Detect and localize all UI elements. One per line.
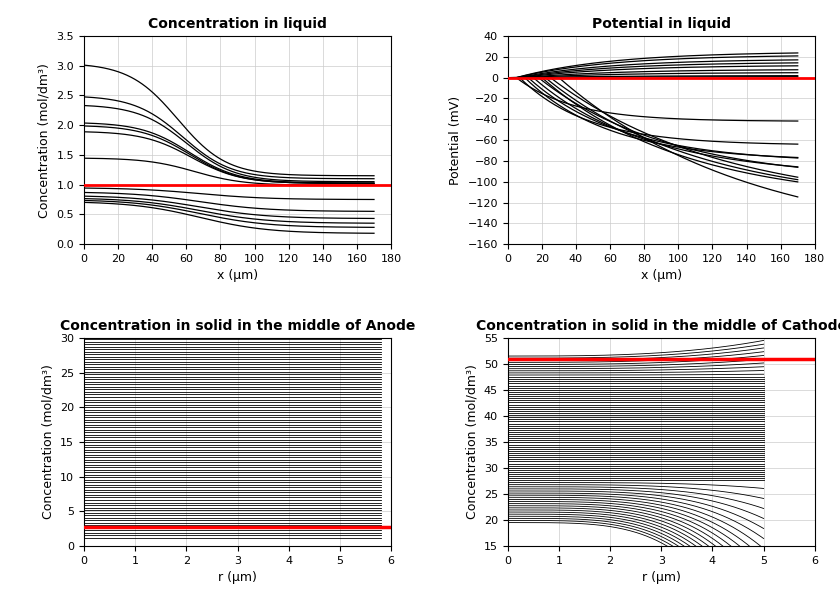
Y-axis label: Potential (mV): Potential (mV) [449,95,462,185]
Y-axis label: Concentration (mol/dm³): Concentration (mol/dm³) [42,364,55,520]
Title: Concentration in liquid: Concentration in liquid [148,17,327,31]
Title: Potential in liquid: Potential in liquid [591,17,731,31]
Y-axis label: Concentration (mol/dm³): Concentration (mol/dm³) [465,364,478,520]
Title: Concentration in solid in the middle of Cathode: Concentration in solid in the middle of … [475,319,840,332]
Title: Concentration in solid in the middle of Anode: Concentration in solid in the middle of … [60,319,415,332]
X-axis label: r (μm): r (μm) [642,571,680,584]
Y-axis label: Concentration (mol/dm³): Concentration (mol/dm³) [38,62,51,218]
X-axis label: x (μm): x (μm) [217,269,258,283]
X-axis label: x (μm): x (μm) [641,269,682,283]
X-axis label: r (μm): r (μm) [218,571,257,584]
